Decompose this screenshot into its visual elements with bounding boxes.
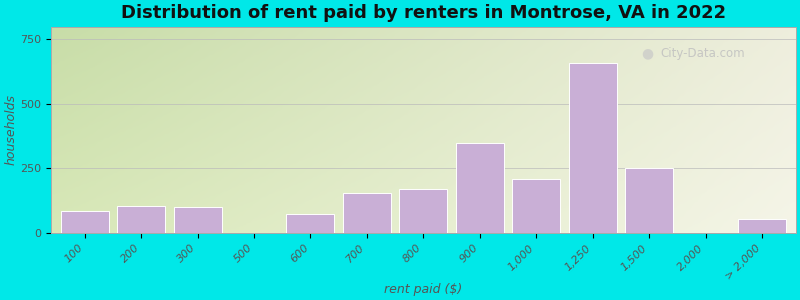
- Bar: [738, 219, 786, 233]
- Text: City-Data.com: City-Data.com: [660, 47, 745, 60]
- Bar: [512, 179, 560, 233]
- Bar: [117, 206, 165, 233]
- Bar: [286, 214, 334, 233]
- Bar: [625, 168, 673, 233]
- X-axis label: rent paid ($): rent paid ($): [384, 283, 462, 296]
- Y-axis label: households: households: [4, 94, 17, 165]
- Bar: [174, 207, 222, 233]
- Title: Distribution of rent paid by renters in Montrose, VA in 2022: Distribution of rent paid by renters in …: [121, 4, 726, 22]
- Text: ●: ●: [641, 46, 653, 60]
- Bar: [61, 211, 109, 233]
- Bar: [343, 193, 391, 233]
- Bar: [456, 142, 504, 233]
- Bar: [399, 189, 447, 233]
- Bar: [569, 63, 617, 233]
